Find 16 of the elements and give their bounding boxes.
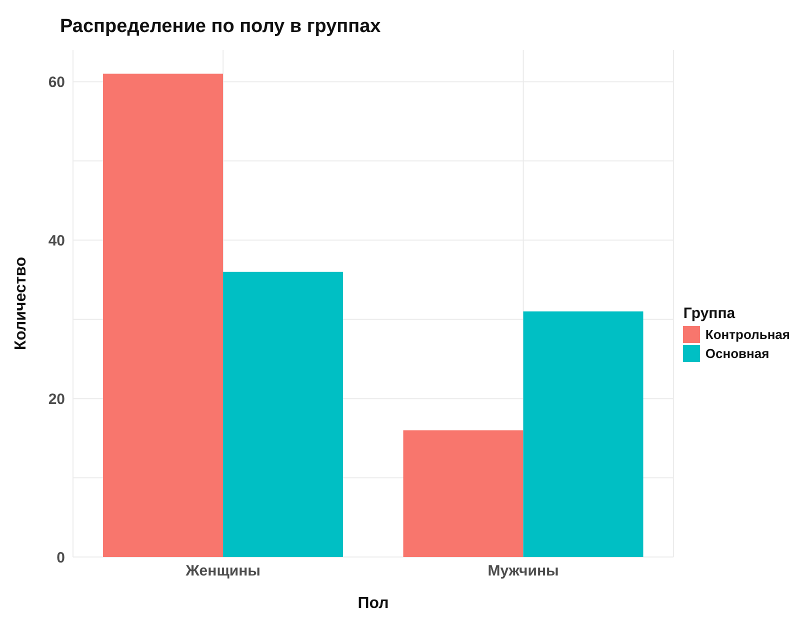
- y-tick-label: 20: [48, 390, 65, 408]
- legend-label: Контрольная: [705, 326, 790, 342]
- y-tick-label: 40: [48, 232, 65, 250]
- y-tick-label: 0: [56, 549, 65, 566]
- chart-title: Распределение по полу в группах: [59, 15, 382, 39]
- x-tick-label: Мужчины: [488, 562, 559, 580]
- legend-label: Основная: [705, 346, 770, 360]
- bar: [403, 430, 524, 557]
- x-axis-title: Пол: [358, 595, 389, 612]
- legend-title: Группа: [683, 304, 736, 322]
- y-tick-label: 60: [48, 74, 65, 92]
- bar: [223, 272, 344, 557]
- x-tick-label: Женщины: [184, 562, 260, 580]
- bar: [103, 74, 224, 557]
- y-axis-title: Количество: [12, 256, 30, 350]
- bar: [523, 311, 644, 557]
